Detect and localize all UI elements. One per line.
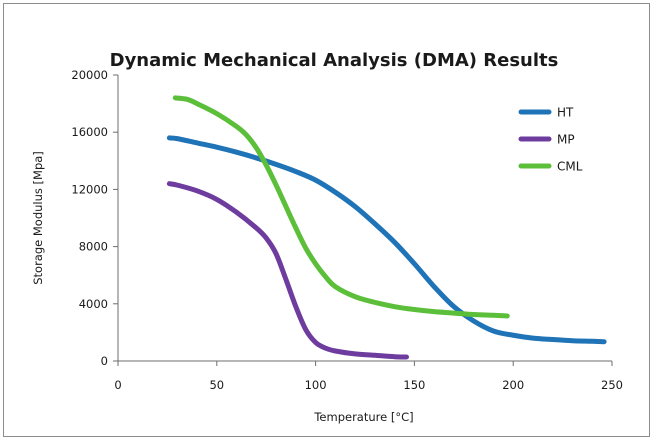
legend: HT MP CML [518, 106, 583, 174]
y-tick-label: 8000 [79, 240, 108, 254]
x-tick-label: 150 [403, 378, 425, 392]
x-tick-label: 50 [209, 378, 224, 392]
y-axis-label: Storage Modulus [Mpa] [31, 151, 45, 285]
series-line-cml [172, 95, 510, 319]
chart-title: Dynamic Mechanical Analysis (DMA) Result… [110, 50, 559, 71]
x-axis-label: Temperature [°C] [313, 410, 413, 424]
y-tick-label: 0 [101, 354, 108, 368]
legend-label-cml: CML [557, 160, 583, 174]
y-tick-label: 12000 [71, 182, 108, 196]
x-tick-label: 100 [305, 378, 327, 392]
axes [117, 75, 612, 362]
x-tick-label: 250 [601, 378, 623, 392]
x-tick-label: 200 [502, 378, 524, 392]
y-tick-label: 20000 [71, 68, 108, 82]
series-lines [166, 95, 607, 360]
y-ticks: 0 4000 8000 12000 16000 20000 [71, 68, 118, 368]
y-tick-label: 16000 [71, 125, 108, 139]
chart-frame [3, 3, 650, 437]
series-line-ht [166, 135, 607, 345]
series-line-mp [166, 181, 409, 360]
y-tick-label: 4000 [79, 297, 108, 311]
x-tick-label: 0 [114, 378, 121, 392]
legend-label-ht: HT [557, 106, 574, 120]
legend-label-mp: MP [557, 133, 575, 147]
x-ticks: 0 50 100 150 200 250 [114, 361, 623, 392]
